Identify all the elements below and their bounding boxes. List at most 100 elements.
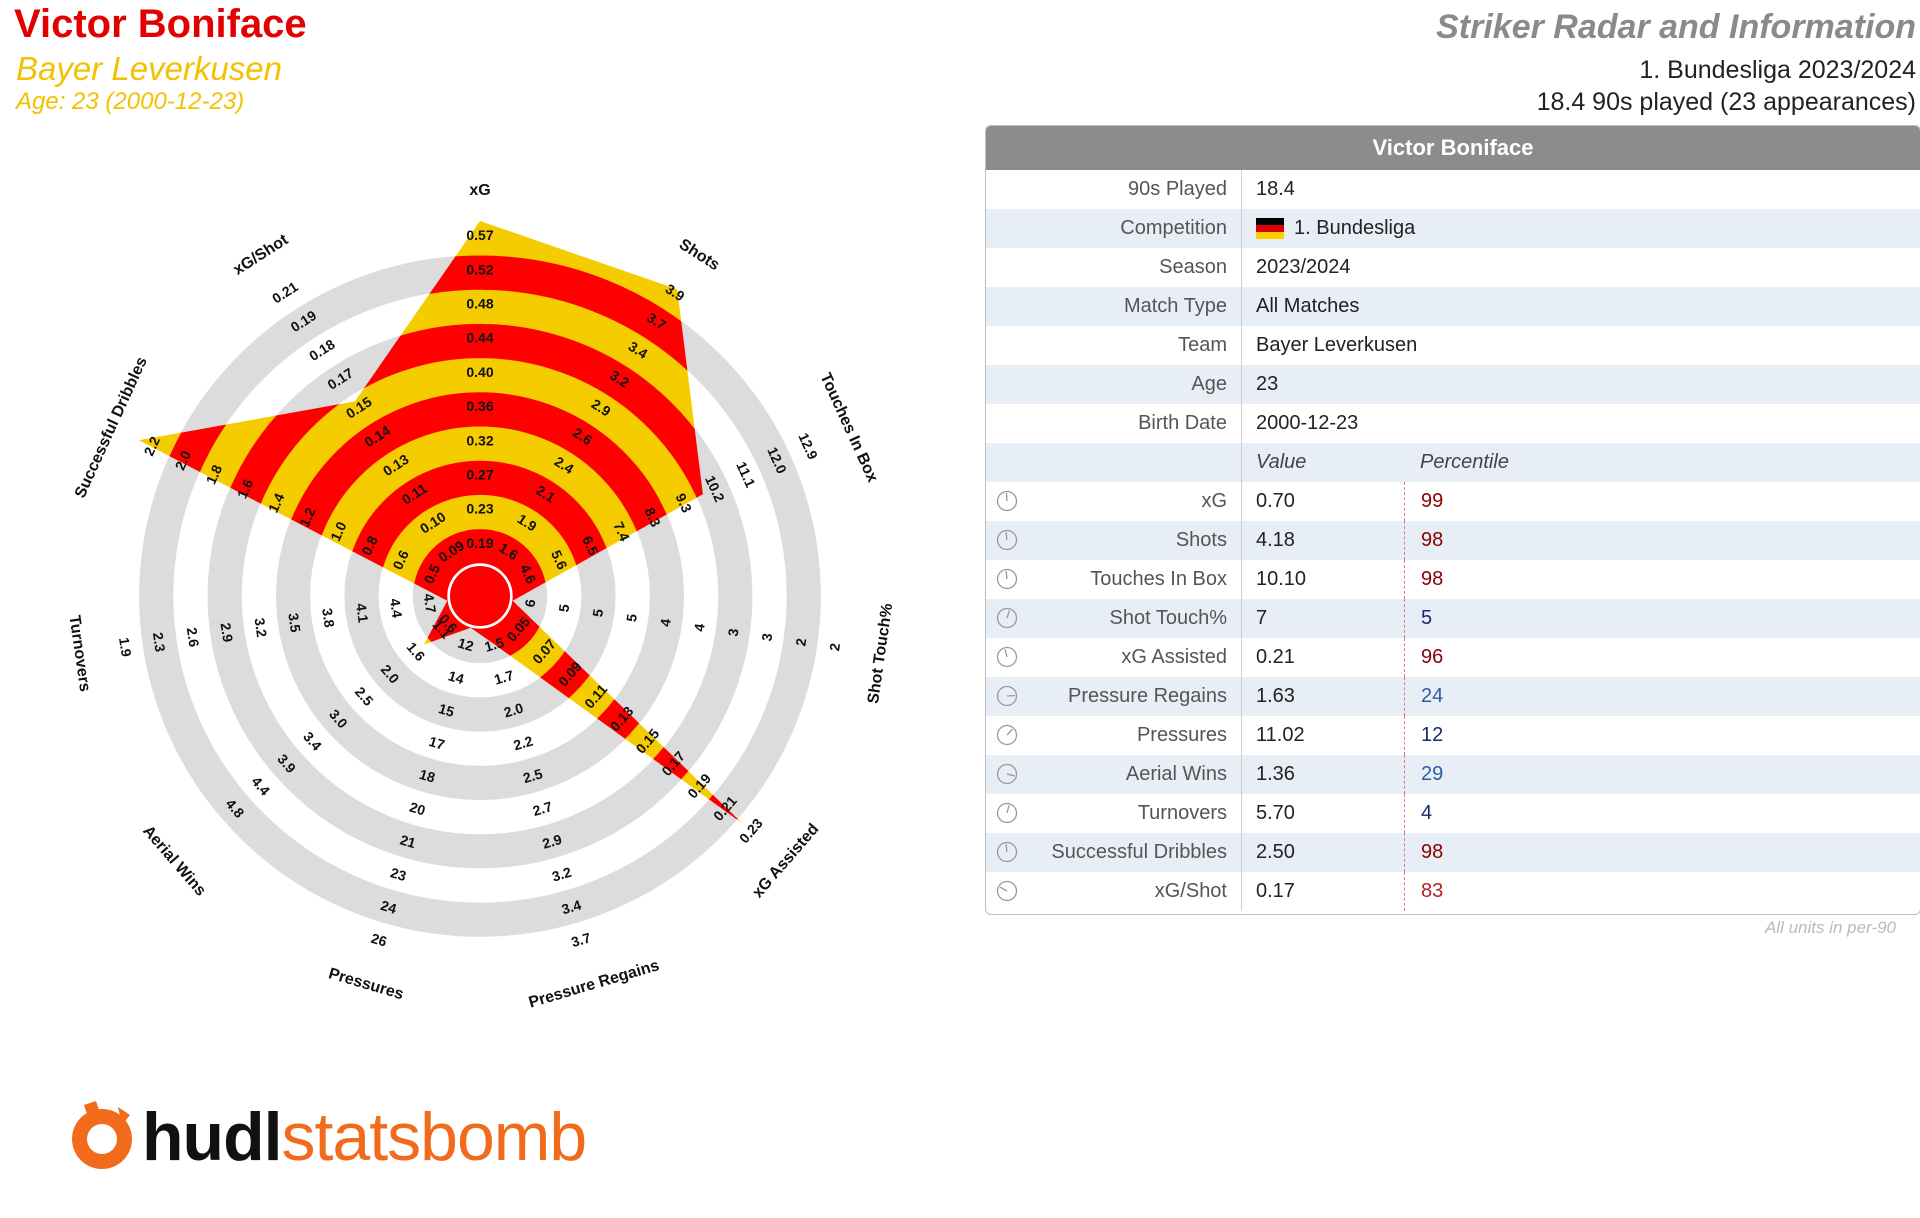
- info-row-label: Team: [1178, 334, 1227, 356]
- tick-label: 0.23: [466, 501, 493, 517]
- tick-label: 2.2: [512, 732, 535, 753]
- info-row: Age 23: [986, 365, 1920, 404]
- tick-label: 12.9: [795, 430, 821, 462]
- tick-label: 15: [437, 700, 457, 720]
- metric-row: Pressures 11.02 12: [986, 716, 1920, 755]
- tick-label: 3.4: [560, 896, 583, 917]
- info-row-value: 18.4: [1241, 170, 1920, 209]
- metric-percentile: 83: [1404, 872, 1443, 911]
- percentile-dial-icon: [996, 724, 1018, 746]
- metric-label: Turnovers: [1137, 802, 1227, 824]
- metric-label: Shots: [1175, 529, 1227, 551]
- metric-percentile: 4: [1404, 794, 1432, 833]
- tick-label: 0.27: [466, 467, 493, 483]
- tick-label: 1.0: [327, 519, 350, 544]
- info-row-label: Birth Date: [1138, 412, 1227, 434]
- info-row-value: All Matches: [1241, 287, 1920, 326]
- info-row-value: 1. Bundesliga: [1241, 209, 1920, 248]
- metric-percentile: 98: [1404, 833, 1443, 872]
- metric-percentile: 24: [1404, 677, 1443, 716]
- logo-text-statsbomb: statsbomb: [281, 1099, 588, 1175]
- tick-label: 12: [456, 635, 476, 655]
- tick-label: 1.2: [296, 505, 319, 530]
- info-row-value: 2000-12-23: [1241, 404, 1920, 443]
- tick-label: 0.6: [389, 547, 412, 572]
- hudl-statsbomb-logo: hudl statsbomb: [62, 1092, 588, 1182]
- axis-label: Shot Touch%: [865, 602, 896, 704]
- metric-row: xG Assisted 0.21 96: [986, 638, 1920, 677]
- percentile-header: Percentile: [1420, 451, 1509, 473]
- percentile-dial-icon: [996, 529, 1018, 551]
- metric-value: 10.10: [1241, 560, 1404, 599]
- tick-label: 0.57: [466, 227, 493, 243]
- percentile-dial-icon: [996, 763, 1018, 785]
- tick-label: 2: [826, 642, 843, 652]
- germany-flag-icon: [1256, 218, 1284, 239]
- info-row-value-text: 1. Bundesliga: [1294, 217, 1416, 239]
- percentile-dial-icon: [996, 841, 1018, 863]
- info-row-label: Season: [1159, 256, 1227, 278]
- tick-label: 3.7: [569, 929, 592, 950]
- metrics-header-row: Value Percentile: [986, 443, 1920, 482]
- tick-label: 1.9: [116, 636, 135, 658]
- info-table-title: Victor Boniface: [986, 126, 1920, 170]
- tick-label: 9.3: [673, 491, 696, 516]
- tick-label: 0.5: [420, 562, 443, 587]
- tick-label: 0.23: [736, 815, 766, 846]
- metric-value: 4.18: [1241, 521, 1404, 560]
- tick-label: 7.4: [610, 519, 633, 544]
- metric-percentile: 98: [1404, 560, 1443, 599]
- metric-label: Pressure Regains: [1068, 685, 1227, 707]
- metric-value: 2.50: [1241, 833, 1404, 872]
- info-row: 90s Played 18.4: [986, 170, 1920, 209]
- metric-value: 7: [1241, 599, 1404, 638]
- metric-percentile: 99: [1404, 482, 1443, 521]
- info-row-value: 2023/2024: [1241, 248, 1920, 287]
- info-row-value-text: Bayer Leverkusen: [1256, 334, 1418, 356]
- info-row-value-text: All Matches: [1256, 295, 1360, 317]
- played-line: 18.4 90s played (23 appearances): [1536, 88, 1916, 116]
- axis-label: xG/Shot: [230, 231, 291, 279]
- age-line: Age: 23 (2000-12-23): [16, 88, 245, 115]
- tick-label: 4.7: [421, 592, 440, 614]
- tick-label: 4.4: [248, 773, 273, 798]
- tick-label: 2.9: [218, 622, 237, 644]
- tick-label: 4: [657, 617, 674, 627]
- info-row: Birth Date 2000-12-23: [986, 404, 1920, 443]
- metric-percentile: 29: [1404, 755, 1443, 794]
- metric-percentile: 12: [1404, 716, 1443, 755]
- tick-label: 0.21: [269, 278, 301, 306]
- info-row: Match Type All Matches: [986, 287, 1920, 326]
- tick-label: 2.0: [172, 448, 195, 473]
- metric-value: 0.17: [1241, 872, 1404, 911]
- axis-label: xG Assisted: [749, 821, 822, 902]
- tick-label: 23: [389, 864, 409, 884]
- percentile-dial-icon: [996, 646, 1018, 668]
- axis-label: Shots: [676, 236, 723, 274]
- metric-row: xG/Shot 0.17 83: [986, 872, 1920, 911]
- tick-label: 0.44: [466, 330, 493, 346]
- tick-label: 6.5: [579, 533, 602, 558]
- metric-value: 11.02: [1241, 716, 1404, 755]
- metric-value: 0.21: [1241, 638, 1404, 677]
- tick-label: 3: [725, 627, 742, 637]
- tick-label: 1.7: [492, 667, 515, 688]
- tick-label: 2.2: [140, 434, 163, 459]
- tick-label: 1.4: [265, 490, 288, 515]
- metric-value: 1.63: [1241, 677, 1404, 716]
- tick-label: 0.40: [466, 364, 493, 380]
- metric-row: Touches In Box 10.10 98: [986, 560, 1920, 599]
- metric-percentile: 5: [1404, 599, 1432, 638]
- axis-label: Pressure Regains: [527, 957, 662, 1012]
- tick-label: 2.6: [184, 626, 203, 648]
- metrics-header-blank: [986, 443, 1241, 482]
- tick-label: 1.6: [404, 639, 429, 664]
- report-title: Striker Radar and Information: [1436, 8, 1916, 46]
- tick-label: 4.4: [387, 597, 406, 619]
- tick-label: 6: [522, 598, 539, 608]
- info-row: Competition 1. Bundesliga: [986, 209, 1920, 248]
- info-row-label: Competition: [1120, 217, 1227, 239]
- tick-label: 0.52: [466, 261, 493, 277]
- polygon-band: [138, 221, 743, 824]
- percentile-dial-icon: [996, 490, 1018, 512]
